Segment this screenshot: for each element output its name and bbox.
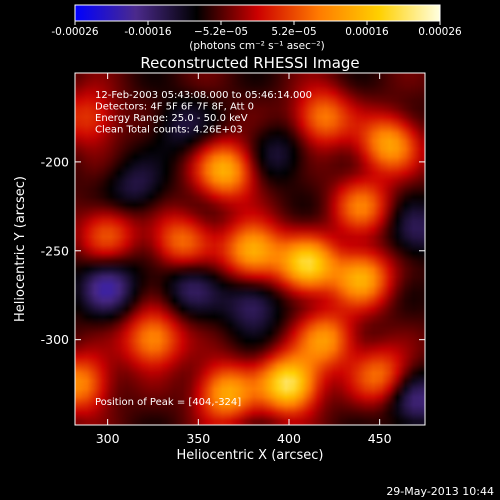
colorbar-tick-label: 0.00026 [418,26,462,38]
x-axis-ticks: 300 350 400 450 [96,73,392,446]
colorbar-units-label: (photons cm⁻² s⁻¹ asec⁻²) [189,40,324,52]
annotation-line: Energy Range: 25.0 - 50.0 keV [95,113,248,124]
colorbar-tick-label: -0.00016 [124,26,172,38]
annotation-line: Detectors: 4F 5F 6F 7F 8F, Att 0 [95,102,254,113]
colorbar-tick-label: 5.2e−05 [271,26,316,38]
x-axis-label: Heliocentric X (arcsec) [177,448,324,463]
y-tick-label: -250 [41,243,69,258]
annotation-line: 12-Feb-2003 05:43:08.000 to 05:46:14.000 [95,90,312,101]
plot-frame [74,72,426,426]
annotations: 12-Feb-2003 05:43:08.000 to 05:46:14.000… [95,90,312,408]
peak-position-label: Position of Peak = [404,-324] [95,397,241,408]
x-tick-label: 350 [186,431,210,446]
colorbar-tick-label: -0.00026 [51,26,99,38]
x-tick-label: 450 [368,431,392,446]
colorbar-strip [74,4,441,22]
y-tick-label: -300 [41,332,69,347]
y-axis-label: Heliocentric Y (arcsec) [13,176,28,322]
x-tick-label: 300 [96,431,120,446]
annotation-line: Clean Total counts: 4.26E+03 [95,125,243,136]
x-tick-label: 400 [277,431,301,446]
heatmap-image [75,73,425,425]
chart-title: Reconstructed RHESSI Image [140,54,359,72]
footer-timestamp: 29-May-2013 10:44 [386,485,494,498]
y-tick-label: -200 [41,154,69,169]
colorbar-tick-label: −5.2e−05 [194,26,248,38]
colorbar-ticks: -0.00026 -0.00016 −5.2e−05 5.2e−05 0.00016 0.… [51,21,462,38]
plot-area: 300 350 400 450 -200 -250 -300 12-Feb-2003 05… [41,72,426,446]
y-axis-ticks: -200 -250 -300 [41,154,425,347]
colorbar: -0.00026 -0.00016 −5.2e−05 5.2e−05 0.00016 0.… [51,4,462,52]
colorbar-tick-label: 0.00016 [345,26,389,38]
